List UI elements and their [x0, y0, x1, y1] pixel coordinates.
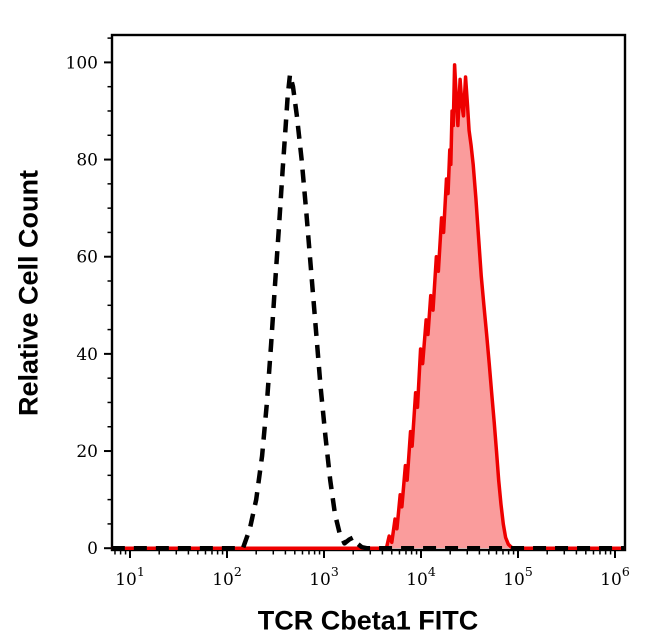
- plot-frame: [110, 33, 627, 552]
- x-tick-label: 104: [406, 564, 436, 590]
- y-axis-title: Relative Cell Count: [13, 169, 44, 417]
- x-tick-label: 106: [600, 564, 630, 590]
- stained-sample-curve: [111, 63, 625, 550]
- y-tick-label: 40: [76, 345, 98, 365]
- y-tick-label: 20: [76, 442, 98, 462]
- y-tick-label: 0: [87, 539, 98, 559]
- x-tick-label: 101: [115, 564, 145, 590]
- y-tick-label: 100: [66, 53, 98, 73]
- x-axis-title: TCR Cbeta1 FITC: [257, 605, 479, 636]
- y-tick-label: 60: [76, 248, 98, 268]
- stained-sample-fill: [111, 64, 625, 549]
- x-tick-label: 102: [212, 564, 242, 590]
- x-tick-label: 103: [309, 564, 339, 590]
- isotype-control-curve: [111, 72, 625, 551]
- y-tick-label: 80: [76, 151, 98, 171]
- x-tick-label: 105: [503, 564, 533, 590]
